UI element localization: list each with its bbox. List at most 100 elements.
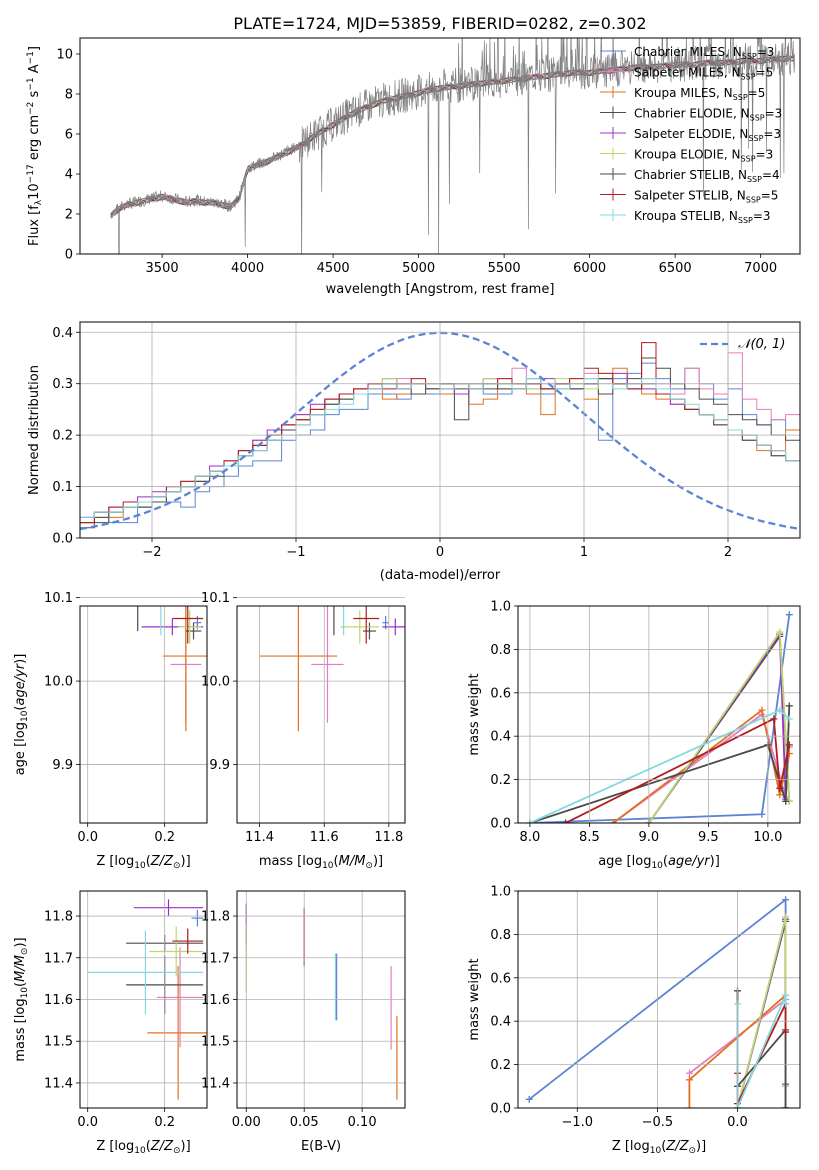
weight-marker (685, 1104, 693, 1108)
x-tick-label: −2 (142, 545, 161, 560)
x-tick-label: 0.2 (154, 1115, 175, 1130)
weight-marker (685, 1069, 693, 1077)
figure-title: PLATE=1724, MJD=53859, FIBERID=0282, z=0… (233, 14, 646, 33)
x-tick-label: 9.0 (639, 830, 660, 845)
y-axis-label: Normed distribution (27, 365, 42, 495)
x-tick-label: 4000 (231, 261, 264, 276)
y-tick-label: 9.9 (209, 758, 230, 773)
weight-marker (525, 1095, 533, 1103)
y-tick-label: 10.0 (201, 675, 230, 690)
weight-marker (782, 1028, 790, 1036)
weight-marker (782, 1000, 790, 1008)
x-tick-label: 1 (580, 545, 588, 560)
x-tick-label: 11.8 (374, 830, 403, 845)
x-axis-label: Z [log10(Z/Z⊙)] (96, 1139, 190, 1156)
histogram-series (80, 378, 800, 518)
axes-frame (79, 605, 208, 824)
x-tick-label: 0.00 (232, 1115, 261, 1130)
y-tick-label: 0.6 (490, 686, 511, 701)
y-tick-label: 1.0 (490, 600, 511, 615)
plot-area (245, 903, 398, 1100)
y-tick-label: 0.4 (490, 730, 511, 745)
weight-marker (758, 706, 766, 714)
x-tick-label: −1.0 (561, 1115, 593, 1130)
legend-entry: Salpeter ELODIE, NSSP=3 (634, 127, 781, 143)
y-tick-label: 10.0 (44, 675, 73, 690)
y-tick-label: 11.4 (44, 1076, 73, 1091)
x-axis-label: E(B-V) (301, 1139, 341, 1154)
axes-frame (517, 890, 801, 1109)
x-tick-label: 0.2 (154, 830, 175, 845)
y-tick-label: 0.8 (490, 643, 511, 658)
weight-marker (609, 819, 617, 823)
x-tick-label: 3500 (146, 261, 179, 276)
weight-line (565, 717, 791, 823)
legend-entry: 𝒩(0, 1) (738, 337, 785, 352)
panel-Z-age: 0.0 0.2 9.9 10.0 10.1 (44, 591, 208, 845)
axes-frame (517, 605, 801, 824)
x-tick-label: 2 (724, 545, 732, 560)
weight-marker (776, 706, 784, 714)
axes-frame (79, 890, 208, 1109)
y-tick-label: 0.1 (52, 480, 73, 495)
histogram-series (80, 367, 800, 524)
weight-marker (782, 1104, 790, 1108)
axes-frame (79, 321, 801, 539)
axes-frame (79, 37, 801, 255)
axes-frame (236, 890, 406, 1109)
y-tick-label: 0.2 (490, 773, 511, 788)
y-tick-label: 11.6 (201, 993, 230, 1008)
legend-entry: Chabrier STELIB, NSSP=4 (634, 168, 780, 184)
panel-Z-mass: 0.0 0.2 11.4 11.5 11.6 11.7 11.8 (44, 890, 208, 1130)
x-tick-label: 0.0 (77, 830, 98, 845)
y-tick-label: 11.7 (201, 951, 230, 966)
y-tick-label: 2 (65, 208, 73, 223)
y-tick-label: 11.4 (201, 1076, 230, 1091)
legend-entry: Chabrier ELODIE, NSSP=3 (634, 107, 782, 123)
x-axis-label: age [log10(age/yr)] (598, 854, 720, 871)
y-axis-label: mass [log10(M/M⊙)] (13, 937, 30, 1061)
y-tick-label: 8 (65, 88, 73, 103)
y-tick-label: 0.2 (52, 429, 73, 444)
y-tick-label: 10.1 (44, 591, 73, 606)
y-axis-label: mass weight (467, 673, 482, 755)
histogram-series (80, 352, 800, 524)
x-axis-label: Z [log10(Z/Z⊙)] (96, 854, 190, 871)
histogram-series (80, 372, 800, 524)
x-tick-label: 6500 (659, 261, 692, 276)
weight-marker (776, 791, 784, 799)
y-tick-label: 10 (56, 48, 73, 63)
x-tick-label: 11.4 (245, 830, 274, 845)
plot-area (259, 606, 405, 732)
plot-area (137, 606, 207, 732)
x-axis-label: (data-model)/error (380, 568, 501, 583)
x-tick-label: 0.0 (77, 1115, 98, 1130)
x-tick-label: 11.6 (310, 830, 339, 845)
panel-Z-weight: −1.0 −0.5 0.0 0.0 0.2 0.4 0.6 0.8 1.0 (490, 885, 801, 1130)
y-tick-label: 0.6 (490, 971, 511, 986)
x-tick-label: 6000 (573, 261, 606, 276)
y-tick-label: 6 (65, 128, 73, 143)
histogram-series (80, 362, 800, 524)
x-tick-label: 5000 (402, 261, 435, 276)
x-tick-label: 0.0 (727, 1115, 748, 1130)
legend-entry: Kroupa MILES, NSSP=5 (634, 86, 765, 102)
weight-marker (562, 819, 570, 823)
histogram-series (80, 342, 800, 524)
x-tick-label: 0.10 (348, 1115, 377, 1130)
plot-area (110, 38, 796, 254)
y-tick-label: 10.1 (201, 591, 230, 606)
x-tick-label: 8.5 (579, 830, 600, 845)
y-tick-label: 0.0 (52, 532, 73, 547)
legend-entry: Salpeter STELIB, NSSP=5 (634, 189, 778, 205)
x-tick-label: 0.05 (290, 1115, 319, 1130)
y-tick-label: 11.7 (44, 951, 73, 966)
x-tick-label: 9.5 (698, 830, 719, 845)
panel-spectrum: 3500 4000 4500 5000 5500 6000 6500 7000 0 2 4 6 8 10 (56, 37, 801, 276)
legend-entry: Salpeter MILES, NSSP=5 (634, 66, 773, 82)
panel-EBV-mass: 0.00 0.05 0.10 11.4 11.5 11.6 11.7 11.8 (201, 890, 406, 1130)
x-tick-label: 8.0 (520, 830, 541, 845)
y-axis-label: age [log10(age/yr)] (13, 654, 30, 776)
weight-marker (776, 628, 784, 636)
weight-marker (785, 611, 793, 619)
